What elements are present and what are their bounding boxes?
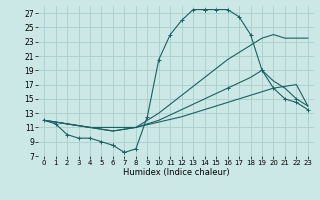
X-axis label: Humidex (Indice chaleur): Humidex (Indice chaleur) <box>123 168 229 177</box>
